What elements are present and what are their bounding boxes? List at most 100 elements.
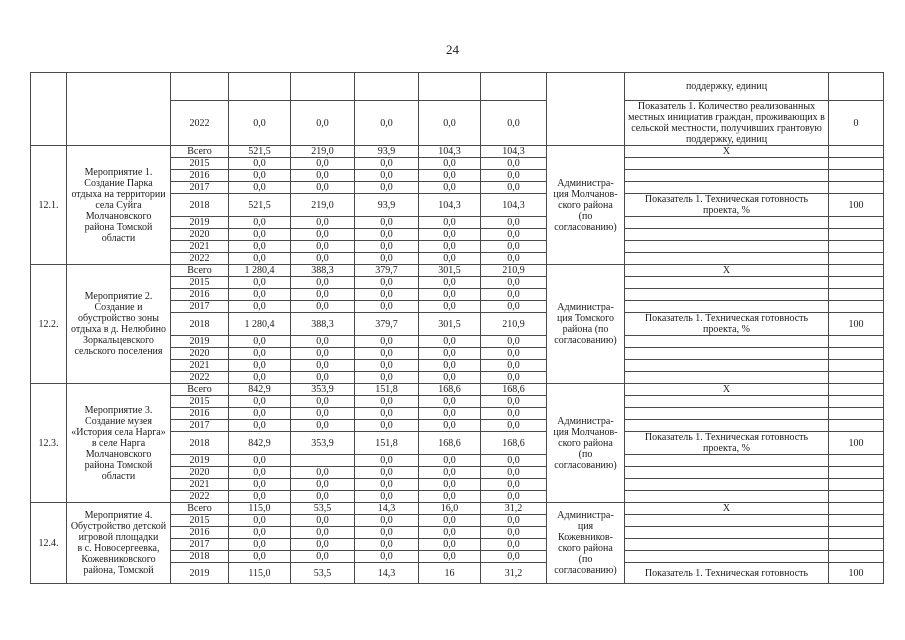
value-cell: 0,0	[290, 157, 355, 170]
value-cell: 0,0	[354, 550, 419, 563]
table-row: 2017 0,0 0,0 0,0 0,0 0,0	[31, 419, 884, 432]
value-cell: 0,0	[480, 550, 547, 563]
value-cell: 0,0	[418, 347, 481, 360]
value-cell: 0,0	[418, 300, 481, 313]
value-cell: 31,2	[480, 502, 547, 515]
year-cell: 2018	[170, 550, 229, 563]
indicator-value-cell	[828, 72, 884, 101]
value-cell: 0,0	[354, 240, 419, 253]
value-cell: 0,0	[480, 228, 547, 241]
value-cell: 353,9	[290, 383, 355, 396]
value-cell: 0,0	[354, 288, 419, 301]
value-cell: 0,0	[290, 347, 355, 360]
value-cell: 0,0	[228, 478, 291, 491]
value-cell: 0,0	[228, 466, 291, 479]
value-cell: 0,0	[290, 216, 355, 229]
value-cell: 0,0	[228, 347, 291, 360]
value-cell: 0,0	[290, 300, 355, 313]
value-cell: 0,0	[480, 526, 547, 539]
year-cell: 2018	[170, 193, 229, 217]
value-cell: 0,0	[228, 550, 291, 563]
program-measures-table: поддержку, единиц 2022 0,0 0,0 0,0 0,0 0,0 Пока…	[30, 72, 884, 584]
year-cell: 2020	[170, 466, 229, 479]
value-cell: 0,0	[228, 181, 291, 194]
value-cell: 0,0	[290, 100, 355, 146]
value-cell: 0,0	[418, 252, 481, 265]
indicator-value-cell	[828, 466, 884, 479]
year-cell: 2015	[170, 514, 229, 527]
value-cell: 301,5	[418, 312, 481, 336]
value-cell: 0,0	[228, 359, 291, 372]
indicator-cell: поддержку, единиц	[624, 72, 829, 101]
table-row: 2019 0,0 0,0 0,0 0,0 0,0	[31, 216, 884, 229]
value-cell: 16,0	[418, 502, 481, 515]
value-cell: 0,0	[354, 169, 419, 182]
value-cell: 0,0	[228, 526, 291, 539]
value-cell: 0,0	[228, 228, 291, 241]
indicator-cell: X	[624, 145, 829, 158]
table-row: 2022 0,0 0,0 0,0 0,0 0,0 Показатель 1. Количес…	[31, 100, 884, 146]
value-cell: 0,0	[228, 100, 291, 146]
value-cell: 14,3	[354, 562, 419, 584]
indicator-cell	[624, 276, 829, 289]
indicator-cell	[624, 526, 829, 539]
table-row: 2018 842,9 353,9 151,8 168,6 168,6 Показатель …	[31, 431, 884, 455]
value-cell: 0,0	[228, 252, 291, 265]
indicator-cell	[624, 419, 829, 432]
value-cell: 0,0	[290, 335, 355, 348]
value-cell: 521,5	[228, 193, 291, 217]
value-cell: 0,0	[354, 100, 419, 146]
indicator-value-cell	[828, 395, 884, 408]
executor-cell: Администра- ция Молчанов- ского района (…	[546, 145, 625, 265]
executor-cell: Администра- ция Томского района (по согл…	[546, 264, 625, 384]
indicator-value-cell	[828, 371, 884, 384]
year-cell: 2016	[170, 407, 229, 420]
value-cell	[480, 72, 547, 101]
value-cell: 93,9	[354, 193, 419, 217]
value-cell: 104,3	[418, 193, 481, 217]
indicator-value-cell	[828, 335, 884, 348]
value-cell: 219,0	[290, 145, 355, 158]
table-row: 2016 0,0 0,0 0,0 0,0 0,0	[31, 526, 884, 539]
indicator-value-cell	[828, 454, 884, 467]
value-cell: 0,0	[354, 478, 419, 491]
value-cell: 0,0	[290, 407, 355, 420]
value-cell: 0,0	[290, 181, 355, 194]
value-cell: 0,0	[228, 514, 291, 527]
indicator-cell	[624, 514, 829, 527]
value-cell: 0,0	[354, 276, 419, 289]
indicator-value-cell	[828, 502, 884, 515]
value-cell: 0,0	[354, 335, 419, 348]
value-cell: 388,3	[290, 312, 355, 336]
indicator-cell: X	[624, 502, 829, 515]
year-cell: 2018	[170, 312, 229, 336]
measure-title-cell: Мероприятие 2. Создание и обустройство з…	[66, 264, 171, 384]
value-cell: 0,0	[480, 216, 547, 229]
indicator-cell	[624, 228, 829, 241]
indicator-value-cell	[828, 478, 884, 491]
indicator-cell	[624, 466, 829, 479]
value-cell: 0,0	[418, 157, 481, 170]
table-row: 2016 0,0 0,0 0,0 0,0 0,0	[31, 169, 884, 182]
value-cell: 0,0	[418, 276, 481, 289]
table-row: 2015 0,0 0,0 0,0 0,0 0,0	[31, 514, 884, 527]
value-cell: 104,3	[480, 193, 547, 217]
table-row: 2019 0,0 0,0 0,0 0,0	[31, 454, 884, 467]
executor-cell: Администра- ция Молчанов- ского района (…	[546, 383, 625, 503]
value-cell: 0,0	[418, 288, 481, 301]
indicator-value-cell	[828, 240, 884, 253]
indicator-cell	[624, 181, 829, 194]
value-cell: 0,0	[228, 419, 291, 432]
row-number-cell: 12.1.	[30, 145, 67, 265]
indicator-value-cell	[828, 359, 884, 372]
value-cell: 104,3	[418, 145, 481, 158]
year-cell: 2017	[170, 300, 229, 313]
indicator-cell	[624, 157, 829, 170]
indicator-cell	[624, 490, 829, 503]
indicator-value-cell: 100	[828, 562, 884, 584]
value-cell: 0,0	[354, 419, 419, 432]
value-cell: 0,0	[480, 478, 547, 491]
value-cell: 0,0	[354, 157, 419, 170]
value-cell: 0,0	[354, 371, 419, 384]
year-cell: 2021	[170, 240, 229, 253]
